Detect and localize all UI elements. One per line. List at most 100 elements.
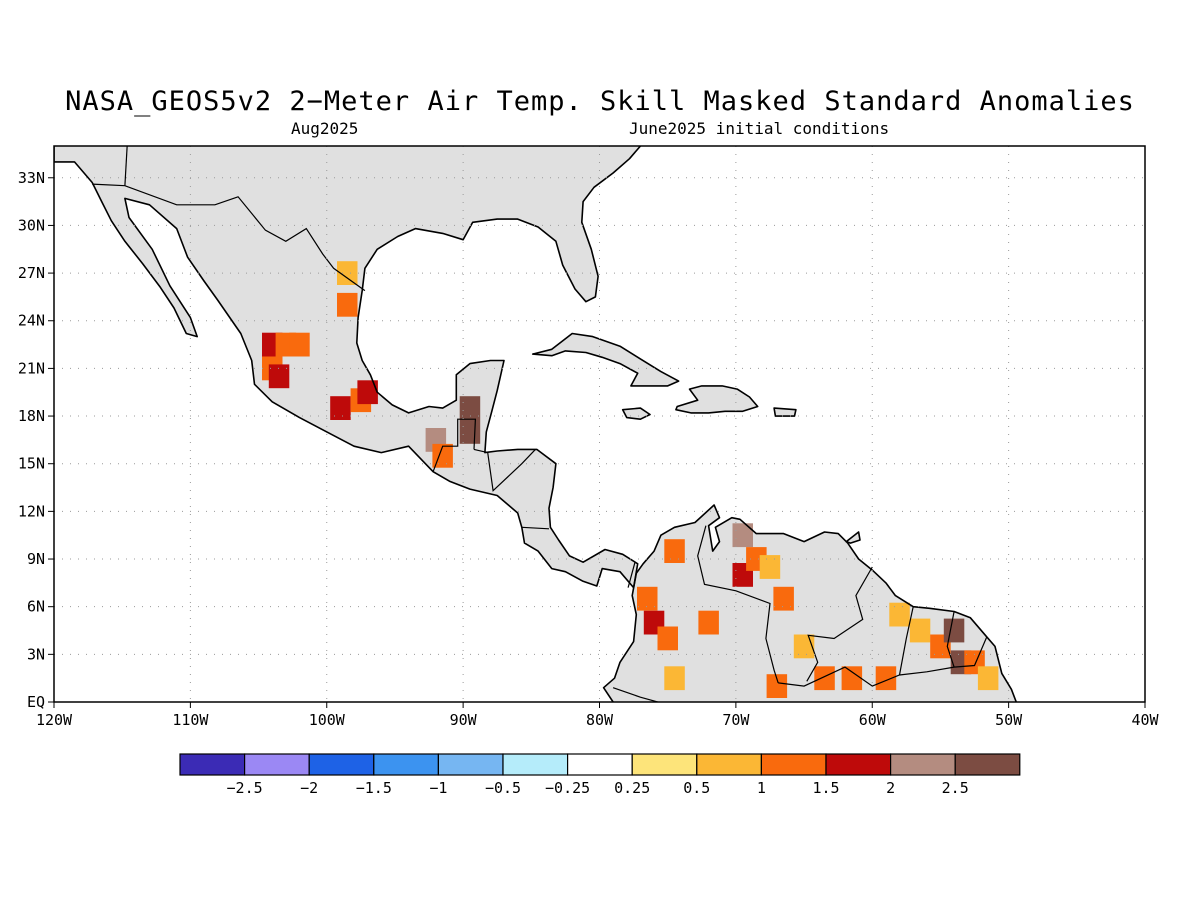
anomaly-cell xyxy=(909,618,931,643)
guatemala-border xyxy=(432,418,477,472)
colorbar-swatch xyxy=(566,753,633,776)
initial-conditions: June2025 initial conditions xyxy=(629,119,890,138)
forecast-month: Aug2025 xyxy=(291,119,359,138)
trinidad-land-coastline xyxy=(845,531,861,544)
anomaly-cell xyxy=(459,396,481,420)
y-tick-label: 18N xyxy=(18,407,45,425)
south-america-land-coastline xyxy=(602,504,1018,702)
colorbar-label: 0.5 xyxy=(683,779,710,797)
colorbar-swatch xyxy=(502,753,569,776)
cuba-land-coastline xyxy=(531,332,680,387)
anomaly-cell xyxy=(337,261,358,285)
anomaly-cell xyxy=(664,539,685,563)
anomaly-cell xyxy=(814,666,835,691)
colorbar-swatch xyxy=(373,753,439,776)
colorbar-label: −1.5 xyxy=(356,779,392,797)
anomaly-cell xyxy=(841,666,863,691)
jamaica-land-coastline xyxy=(621,407,651,421)
colorbar-swatch xyxy=(437,753,504,776)
north-america-land xyxy=(54,146,641,588)
anomaly-cell xyxy=(793,634,815,659)
y-tick-label: 15N xyxy=(18,455,45,473)
colorbar-label: −0.25 xyxy=(545,779,590,797)
anomaly-cell xyxy=(459,420,481,444)
hispaniola-land-coastline xyxy=(675,385,759,414)
anomaly-cell xyxy=(432,443,453,468)
north-america-land-coastline xyxy=(54,146,642,589)
x-tick-label: 100W xyxy=(309,711,346,729)
map-title: NASA_GEOS5v2 2−Meter Air Temp. Skill Mas… xyxy=(65,86,1135,117)
central-america-borders xyxy=(473,448,536,492)
south-america-land xyxy=(603,505,1017,702)
anomaly-cell xyxy=(337,292,358,317)
panama-colombia-border xyxy=(627,562,636,588)
colorbar-label: −0.5 xyxy=(485,779,521,797)
y-tick-label: 33N xyxy=(18,169,45,187)
anomaly-cell xyxy=(657,626,678,651)
colorbar-swatch xyxy=(244,753,310,776)
y-tick-label: 27N xyxy=(18,264,45,282)
puerto-rico-land-coastline xyxy=(773,407,797,417)
x-tick-label: 50W xyxy=(995,711,1023,729)
x-tick-label: 120W xyxy=(36,711,73,729)
x-tick-label: 80W xyxy=(586,711,614,729)
anomaly-cell xyxy=(875,666,897,691)
anomaly-cell xyxy=(268,364,290,389)
nicaragua-border xyxy=(521,526,550,530)
y-tick-label: 24N xyxy=(18,312,45,330)
y-tick-label: 3N xyxy=(27,645,45,663)
anomaly-cell xyxy=(732,523,753,548)
colorbar-label: 0.25 xyxy=(614,779,650,797)
anomaly-cell xyxy=(889,602,910,627)
x-tick-label: 70W xyxy=(722,711,750,729)
colorbar-label: 2.5 xyxy=(942,779,969,797)
x-tick-label: 60W xyxy=(859,711,887,729)
colorbar-swatch xyxy=(308,753,375,776)
y-tick-label: 30N xyxy=(18,216,45,234)
anomaly-cells xyxy=(262,261,999,698)
anomaly-cell xyxy=(698,610,719,635)
cuba-land xyxy=(532,333,679,386)
anomaly-cell xyxy=(759,555,781,579)
suriname-guiana-border xyxy=(946,611,955,668)
guyana-suriname-border xyxy=(898,606,914,676)
anomaly-cell xyxy=(664,666,685,691)
anomaly-cell xyxy=(943,618,965,643)
y-tick-label: 9N xyxy=(27,550,45,568)
anomaly-cell xyxy=(773,586,794,611)
anomaly-cell xyxy=(330,396,351,420)
colorbar-swatch xyxy=(889,753,956,776)
land-masses xyxy=(54,146,1017,702)
colombia-venezuela-border xyxy=(697,525,779,684)
x-tick-label: 110W xyxy=(172,711,209,729)
colorbar-swatch xyxy=(825,753,892,776)
colorbar-label: 1.5 xyxy=(812,779,839,797)
y-tick-label: EQ xyxy=(27,693,45,711)
anomaly-cell xyxy=(357,380,378,405)
y-tick-label: 6N xyxy=(27,598,45,616)
venezuela-guyana-border xyxy=(806,566,873,682)
x-tick-label: 40W xyxy=(1131,711,1159,729)
colorbar-swatch xyxy=(631,753,698,776)
colorbar-swatch xyxy=(696,753,762,776)
x-tick-label: 90W xyxy=(450,711,478,729)
colorbar-label: −2.5 xyxy=(227,779,263,797)
anomaly-cell xyxy=(289,332,310,357)
colorbar-label: 1 xyxy=(757,779,766,797)
colorbar-label: −2 xyxy=(300,779,318,797)
colorbar-label: 2 xyxy=(886,779,895,797)
hispaniola-land xyxy=(675,385,758,413)
colorbar-swatch xyxy=(179,753,246,776)
brazil-north-border xyxy=(778,636,988,687)
colorbar: −2.5 −2 −1.5 −1 −0.5 −0.25 0.25 0.5 1 1.5 2 2.5 xyxy=(179,753,1021,797)
y-tick-label: 21N xyxy=(18,359,45,377)
anomaly-cell xyxy=(977,666,999,691)
anomaly-cell xyxy=(766,674,788,698)
colorbar-swatch xyxy=(954,753,1021,776)
y-tick-label: 12N xyxy=(18,502,45,520)
anomaly-cell xyxy=(637,586,658,611)
colorbar-label: −1 xyxy=(429,779,447,797)
colorbar-swatch xyxy=(760,753,827,776)
axis-ticks: 120W 110W 100W 90W 80W 70W 60W 50W 40W EQ 3N 6N 9N 12… xyxy=(18,169,1160,729)
